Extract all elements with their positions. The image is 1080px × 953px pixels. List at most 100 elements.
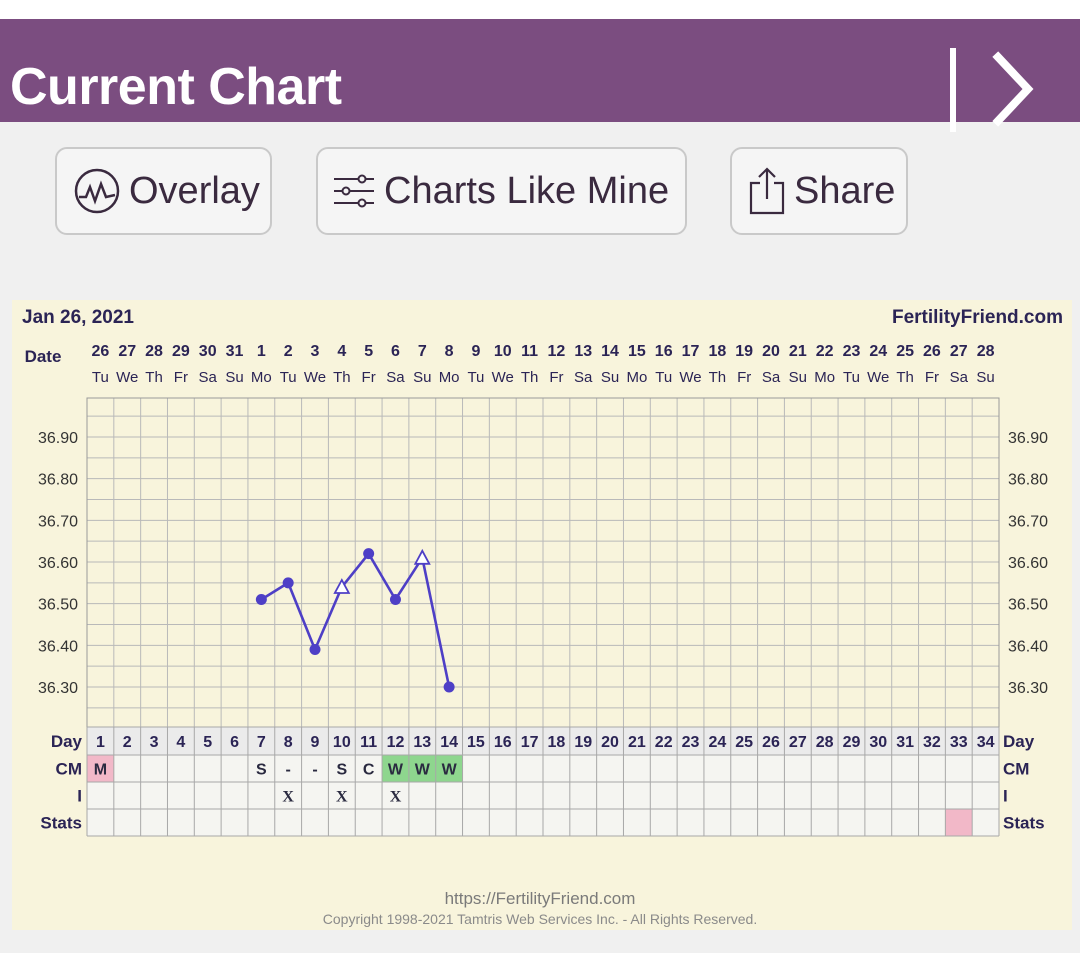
- y-tick-label-left: 36.90: [38, 430, 78, 447]
- footer-url[interactable]: https://FertilityFriend.com: [444, 889, 636, 908]
- date-label: 23: [843, 343, 861, 360]
- y-tick-label-right: 36.90: [1008, 430, 1048, 447]
- cycle-day-label: 2: [123, 734, 132, 751]
- bbt-chart: Jan 26, 2021 FertilityFriend.com Date 26 Tu 2…: [12, 300, 1072, 930]
- weekday-label: Fr: [174, 369, 188, 386]
- share-button[interactable]: Share: [730, 147, 908, 235]
- cycle-day-label: 6: [230, 734, 239, 751]
- temp-point: [363, 548, 375, 560]
- date-label: 17: [682, 343, 700, 360]
- date-label: 4: [337, 343, 346, 360]
- weekday-label: Su: [976, 369, 994, 386]
- cm-cell-highlight: [435, 755, 463, 782]
- date-label: 29: [172, 343, 190, 360]
- intercourse-mark: X: [390, 789, 402, 806]
- weekday-label: We: [116, 369, 138, 386]
- intercourse-mark: X: [282, 789, 294, 806]
- day-row-label-right: Day: [1003, 732, 1035, 751]
- charts-like-mine-button[interactable]: Charts Like Mine: [316, 147, 687, 235]
- sliders-icon: [334, 174, 374, 208]
- cm-value: S: [256, 762, 267, 779]
- cycle-day-label: 4: [176, 734, 185, 751]
- chart-date: Jan 26, 2021: [22, 307, 134, 328]
- cycle-day-label: 3: [150, 734, 159, 751]
- date-label: 31: [226, 343, 244, 360]
- i-row-label: I: [77, 787, 82, 806]
- cycle-day-label: 13: [413, 734, 431, 751]
- cm-cell-highlight: [382, 755, 409, 782]
- date-label: 27: [118, 343, 136, 360]
- date-label: 2: [284, 343, 293, 360]
- y-tick-label-right: 36.40: [1008, 638, 1048, 655]
- cm-cell-highlight: [408, 755, 436, 782]
- temp-point-triangle: [413, 548, 431, 565]
- cycle-day-label: 10: [333, 734, 351, 751]
- cycle-day-label: 12: [387, 734, 405, 751]
- cycle-day-label: 9: [311, 734, 320, 751]
- cycle-day-label: 28: [816, 734, 834, 751]
- cycle-day-label: 18: [548, 734, 566, 751]
- cm-row-label-right: CM: [1003, 760, 1029, 779]
- temp-point-triangle: [333, 578, 351, 594]
- date-label: 5: [364, 343, 373, 360]
- cm-value: -: [312, 762, 317, 779]
- weekday-label: We: [304, 369, 326, 386]
- date-label: 14: [601, 343, 619, 360]
- temp-point: [282, 577, 294, 589]
- y-tick-label-right: 36.50: [1008, 597, 1048, 614]
- date-label: 10: [494, 343, 512, 360]
- stats-cell-highlight: [945, 809, 973, 836]
- weekday-label: Th: [521, 369, 539, 386]
- cycle-day-label: 14: [440, 734, 458, 751]
- cm-value: W: [442, 762, 458, 779]
- cycle-day-label: 34: [977, 734, 995, 751]
- cycle-day-label: 17: [521, 734, 539, 751]
- weekday-label: Th: [145, 369, 163, 386]
- y-tick-label-left: 36.40: [38, 638, 78, 655]
- intercourse-mark: X: [336, 789, 348, 806]
- weekday-label: Fr: [737, 369, 751, 386]
- stats-row-label: Stats: [40, 814, 82, 833]
- date-label: 20: [762, 343, 780, 360]
- temp-point: [443, 681, 455, 693]
- cycle-day-label: 19: [574, 734, 592, 751]
- weekday-label: Fr: [362, 369, 376, 386]
- status-strip: [0, 0, 1080, 19]
- overlay-button[interactable]: Overlay: [55, 147, 272, 235]
- i-row-label-right: I: [1003, 787, 1008, 806]
- temp-point: [309, 644, 321, 655]
- overlay-label: Overlay: [129, 169, 260, 212]
- date-label: 13: [574, 343, 592, 360]
- cycle-day-label: 24: [708, 734, 726, 751]
- cm-cell-highlight: [87, 755, 114, 782]
- next-chart-button[interactable]: [988, 47, 1040, 131]
- y-tick-label-left: 36.70: [38, 513, 78, 530]
- date-label: 15: [628, 343, 646, 360]
- chart-brand: FertilityFriend.com: [892, 307, 1063, 328]
- cycle-day-label: 33: [950, 734, 968, 751]
- cycle-day-label: 22: [655, 734, 673, 751]
- y-tick-label-right: 36.80: [1008, 472, 1048, 489]
- share-icon: [749, 167, 785, 215]
- overlay-icon: [74, 168, 120, 214]
- cycle-day-label: 5: [203, 734, 212, 751]
- weekday-label: Sa: [199, 369, 218, 386]
- cycle-day-label: 20: [601, 734, 619, 751]
- cycle-day-label: 8: [284, 734, 293, 751]
- cycle-day-label: 32: [923, 734, 941, 751]
- weekday-label: Th: [333, 369, 351, 386]
- footer-copyright: Copyright 1998-2021 Tamtris Web Services…: [322, 911, 758, 927]
- cm-value: W: [415, 762, 431, 779]
- cycle-day-label: 26: [762, 734, 780, 751]
- cm-value: M: [94, 762, 107, 779]
- temp-point: [389, 594, 401, 605]
- weekday-label: Fr: [549, 369, 563, 386]
- date-label: 27: [950, 343, 968, 360]
- y-tick-label-left: 36.80: [38, 472, 78, 489]
- date-label: 12: [548, 343, 566, 360]
- temp-point: [255, 594, 267, 605]
- day-row-label: Day: [51, 732, 83, 751]
- app-header: Current Chart: [0, 19, 1080, 132]
- weekday-label: Tu: [843, 369, 860, 386]
